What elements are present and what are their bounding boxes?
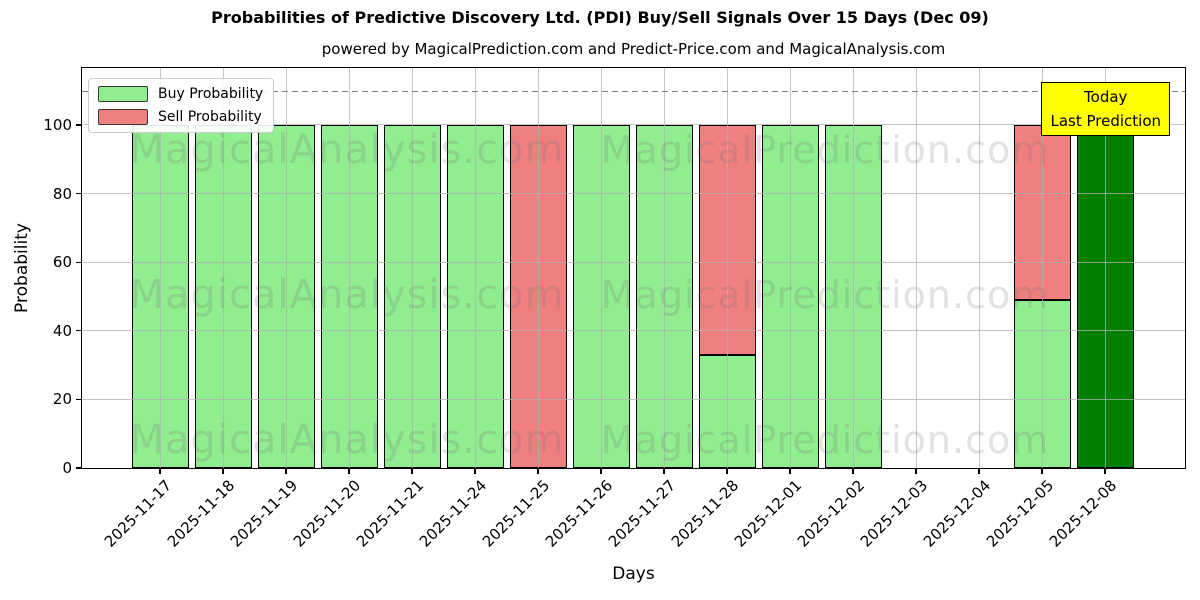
gridline-v-2025-11-20 — [348, 68, 350, 468]
chart-subtitle: powered by MagicalPrediction.com and Pre… — [321, 40, 946, 58]
x-tick — [285, 469, 287, 474]
chart-title: Probabilities of Predictive Discovery Lt… — [211, 8, 989, 27]
gridline-v-2025-11-18 — [222, 68, 224, 468]
gridline-v-2025-12-08 — [1104, 68, 1106, 468]
x-tick — [348, 469, 350, 474]
gridline-v-2025-11-24 — [474, 68, 476, 468]
gridline-v-2025-12-03 — [915, 68, 917, 468]
gridline-h-60 — [82, 261, 1185, 263]
sell-probability-swatch — [98, 109, 148, 125]
x-tick — [915, 469, 917, 474]
today-annotation-line1: Today — [1084, 88, 1128, 106]
x-tick-label: 2025-11-19 — [226, 476, 302, 551]
y-tick-label: 60 — [52, 253, 72, 272]
gridline-v-2025-11-21 — [411, 68, 413, 468]
x-tick-label: 2025-12-08 — [1045, 476, 1121, 551]
y-tick-label: 0 — [62, 459, 72, 477]
x-tick-label: 2025-12-02 — [793, 476, 869, 551]
buy-probability-swatch — [98, 86, 148, 102]
gridline-h-20 — [82, 398, 1185, 400]
gridline-h-100 — [82, 124, 1185, 126]
x-tick-label: 2025-11-24 — [415, 476, 491, 551]
x-tick-label: 2025-11-26 — [541, 476, 617, 551]
x-tick-label: 2025-11-25 — [478, 476, 554, 551]
gridline-v-2025-11-25 — [537, 68, 539, 468]
x-tick — [978, 469, 980, 474]
y-tick-label: 100 — [43, 115, 72, 134]
watermark-prediction: MagicalPrediction.com — [600, 273, 1050, 317]
y-tick — [76, 261, 81, 263]
x-tick-label: 2025-11-21 — [352, 476, 428, 551]
gridline-v-2025-12-05 — [1041, 68, 1043, 468]
legend: Buy Probability Sell Probability — [88, 78, 275, 133]
y-tick — [76, 330, 81, 332]
watermark-analysis: MagicalAnalysis.com — [129, 417, 565, 463]
legend-label-buy: Buy Probability — [158, 86, 264, 102]
gridline-v-2025-12-02 — [852, 68, 854, 468]
x-tick — [222, 469, 224, 474]
legend-item-sell: Sell Probability — [98, 109, 263, 125]
gridline-v-2025-11-19 — [285, 68, 287, 468]
watermark-analysis: MagicalAnalysis.com — [129, 127, 565, 173]
plot-area: MagicalAnalysis.com MagicalPrediction.com… — [81, 67, 1186, 469]
legend-item-buy: Buy Probability — [98, 86, 263, 102]
gridline-v-2025-11-26 — [600, 68, 602, 468]
x-tick — [726, 469, 728, 474]
x-tick-label: 2025-12-04 — [919, 476, 995, 551]
x-tick — [852, 469, 854, 474]
x-tick-label: 2025-12-01 — [730, 476, 806, 551]
y-tick-label: 80 — [52, 184, 72, 203]
y-tick — [76, 124, 81, 126]
x-tick-label: 2025-11-27 — [604, 476, 680, 551]
watermark-prediction: MagicalPrediction.com — [600, 128, 1050, 172]
x-tick — [789, 469, 791, 474]
watermark-prediction: MagicalPrediction.com — [600, 418, 1050, 462]
gridline-h-40 — [82, 330, 1185, 332]
x-axis-title: Days — [612, 564, 655, 584]
x-tick — [159, 469, 161, 474]
x-tick — [1041, 469, 1043, 474]
y-axis-title: Probability — [12, 223, 32, 313]
x-tick-label: 2025-11-28 — [667, 476, 743, 551]
x-tick — [474, 469, 476, 474]
x-tick — [537, 469, 539, 474]
x-tick-label: 2025-11-17 — [100, 476, 176, 551]
y-tick-label: 20 — [52, 390, 72, 409]
x-tick-label: 2025-11-18 — [163, 476, 239, 551]
x-tick — [600, 469, 602, 474]
x-tick-label: 2025-12-05 — [982, 476, 1058, 551]
watermark-analysis: MagicalAnalysis.com — [129, 272, 565, 318]
legend-label-sell: Sell Probability — [158, 109, 262, 125]
x-tick — [663, 469, 665, 474]
today-annotation: Today Last Prediction — [1041, 82, 1170, 136]
y-tick-label: 40 — [52, 321, 72, 340]
x-tick-label: 2025-12-03 — [856, 476, 932, 551]
gridline-h-80 — [82, 193, 1185, 195]
gridline-v-2025-11-27 — [663, 68, 665, 468]
gridline-v-2025-11-28 — [726, 68, 728, 468]
y-tick — [76, 192, 81, 195]
y-tick — [76, 467, 81, 469]
x-tick — [1104, 469, 1106, 474]
gridline-v-2025-12-04 — [978, 68, 980, 468]
gridline-v-2025-12-01 — [789, 68, 791, 468]
gridline-v-2025-11-17 — [159, 68, 161, 468]
x-tick — [411, 469, 413, 474]
x-tick-label: 2025-11-20 — [289, 476, 365, 551]
today-annotation-line2: Last Prediction — [1050, 112, 1161, 130]
y-tick — [76, 398, 81, 400]
threshold-dashed-line — [82, 90, 1185, 93]
